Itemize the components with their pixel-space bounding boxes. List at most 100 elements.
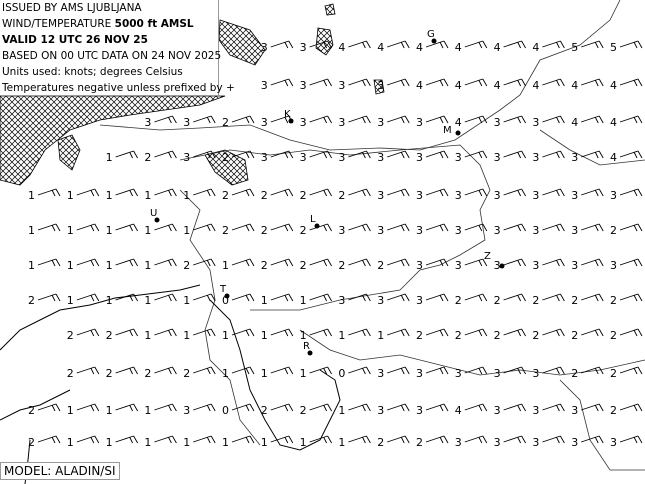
wind-barb [309, 223, 332, 232]
wind-barb [76, 328, 100, 337]
temperature-value: 1 [183, 224, 190, 237]
wind-barb [425, 435, 449, 444]
wind-barb [115, 223, 138, 232]
wind-barb [193, 188, 216, 197]
wind-barb [425, 258, 449, 267]
wind-barb [37, 258, 61, 267]
wind-barb [581, 115, 604, 124]
wind-barb [76, 258, 100, 267]
temperature-value: 2 [338, 259, 345, 272]
temperature-value: 1 [377, 329, 384, 342]
wind-barb [619, 150, 643, 159]
hatched-area [57, 134, 81, 171]
wind-barb [115, 258, 138, 267]
temperature-labels: 3 3 4 4 4 4 4 4 5 5 3 3 3 3 4 4 4 4 4 4 3 3 2 3 3 3 3 3 4 3 3 4 4 1 2 3 2 3 3 3… [28, 41, 617, 449]
flight-level: 5000 ft AMSL [114, 18, 194, 30]
station-markers: G K M U L Z T R [150, 29, 505, 356]
wind-barb [581, 258, 604, 267]
temperature-value: 2 [261, 259, 268, 272]
wind-barb [425, 366, 449, 375]
wind-barb [464, 223, 488, 232]
wind-barb [348, 293, 371, 302]
wind-barb [387, 435, 410, 444]
wind-barb [503, 115, 526, 124]
temperature-value: 3 [494, 404, 501, 417]
temperature-value: 2 [610, 294, 617, 307]
station-label: G [427, 29, 435, 40]
wind-barb [309, 150, 332, 159]
wind-barb [542, 293, 565, 302]
temperature-value: 1 [106, 259, 113, 272]
temperature-value: 2 [222, 151, 229, 164]
temperature-value: 4 [416, 79, 423, 92]
temperature-value: 1 [67, 294, 74, 307]
wind-barb [154, 435, 177, 444]
temperature-value: 3 [416, 151, 423, 164]
wind-barb [348, 40, 371, 49]
temperature-value: 2 [532, 294, 539, 307]
temperature-value: 3 [416, 116, 423, 129]
wind-barb [387, 188, 410, 197]
temperature-value: 1 [183, 189, 190, 202]
wind-barb [231, 293, 255, 302]
temperature-value: 3 [532, 259, 539, 272]
wind-barb [309, 328, 332, 337]
wind-barb [464, 115, 488, 124]
temperature-value: 2 [261, 189, 268, 202]
temperature-value: 3 [532, 151, 539, 164]
temperature-value: 1 [183, 436, 190, 449]
temperature-value: 3 [183, 151, 190, 164]
temperature-value: 0 [222, 404, 229, 417]
wind-barb [387, 366, 410, 375]
wind-barb [542, 223, 565, 232]
temperature-value: 4 [338, 41, 345, 54]
temperature-value: 1 [338, 329, 345, 342]
wind-barb [542, 435, 565, 444]
temperature-value: 4 [455, 79, 462, 92]
temperature-value: 4 [571, 79, 578, 92]
temperature-value: 3 [571, 259, 578, 272]
temperature-value: 4 [610, 151, 617, 164]
station-dot [154, 217, 160, 223]
wind-barb [270, 78, 294, 87]
wind-barb [619, 403, 643, 412]
wind-barb [619, 328, 643, 337]
temperature-value: 1 [144, 329, 151, 342]
wind-barb [231, 188, 255, 197]
hatched-area [204, 149, 249, 186]
station-label: K [284, 109, 291, 120]
temperature-value: 2 [144, 151, 151, 164]
wind-barb [503, 223, 526, 232]
temperature-value: 2 [300, 404, 307, 417]
hatched-area [324, 3, 336, 16]
wind-barb [270, 328, 294, 337]
wind-barb [464, 188, 488, 197]
temperature-value: 1 [222, 259, 229, 272]
temperature-value: 2 [67, 367, 74, 380]
wind-barb [581, 78, 604, 87]
wind-barb [542, 115, 565, 124]
product-line: WIND/TEMPERATURE 5000 ft AMSL [2, 16, 218, 32]
wind-barb [115, 403, 138, 412]
wind-barb [76, 366, 100, 375]
station-label: T [219, 284, 227, 295]
temperature-value: 2 [28, 294, 35, 307]
wind-barb [309, 115, 332, 124]
temperature-value: 3 [377, 151, 384, 164]
temperature-value: 1 [67, 259, 74, 272]
wind-barb [619, 78, 643, 87]
temperature-value: 2 [300, 224, 307, 237]
wind-barb [115, 366, 138, 375]
temperature-value: 3 [416, 259, 423, 272]
temperature-value: 1 [300, 367, 307, 380]
wind-barb [464, 293, 488, 302]
temperature-value: 1 [144, 189, 151, 202]
temperature-value: 3 [416, 367, 423, 380]
wind-barb [464, 78, 488, 87]
temperature-value: 1 [338, 436, 345, 449]
temperature-note: Temperatures negative unless prefixed by… [2, 82, 235, 94]
temperature-value: 3 [571, 151, 578, 164]
wind-barb [464, 328, 488, 337]
temperature-value: 3 [494, 224, 501, 237]
